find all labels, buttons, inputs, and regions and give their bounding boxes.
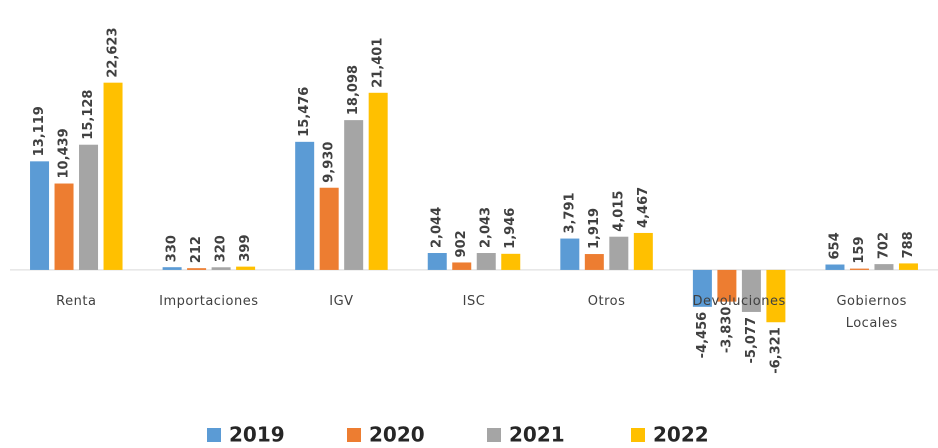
data-label: 3,791	[562, 192, 577, 233]
x-tick-label: Devoluciones	[692, 293, 786, 309]
bar	[898, 263, 918, 270]
legend-swatch	[487, 428, 501, 442]
data-label: 4,467	[636, 187, 651, 228]
data-label: 13,119	[32, 106, 47, 156]
data-label: -3,830	[719, 307, 734, 354]
bar	[633, 232, 653, 270]
data-label: 2,044	[430, 207, 445, 248]
bar	[849, 268, 869, 270]
legend-swatch	[207, 428, 221, 442]
bar	[79, 144, 99, 270]
bar	[692, 269, 712, 307]
x-tick-label: ISC	[462, 293, 486, 309]
legend-label: 2022	[653, 423, 709, 447]
bar	[103, 82, 123, 270]
data-label: 1,919	[587, 208, 602, 249]
x-tick-label: Gobiernos Locales	[836, 293, 907, 331]
bar	[717, 269, 737, 302]
bar	[766, 269, 786, 323]
x-tick-label: IGV	[329, 293, 354, 309]
bar	[236, 266, 256, 270]
bar	[427, 253, 447, 270]
data-label: 212	[189, 236, 204, 263]
bar	[368, 92, 388, 270]
bar	[211, 267, 231, 270]
legend-swatch	[347, 428, 361, 442]
data-label: 2,043	[479, 207, 494, 248]
bar	[584, 254, 604, 270]
bar	[344, 120, 364, 270]
bar	[187, 268, 207, 270]
bar	[30, 161, 50, 270]
data-label: 702	[876, 232, 891, 259]
bar	[609, 236, 629, 270]
data-label: 399	[238, 234, 253, 261]
data-label: -6,321	[768, 327, 783, 374]
data-label: 159	[852, 236, 867, 263]
data-label: 9,930	[322, 142, 337, 183]
legend-label: 2019	[229, 423, 285, 447]
data-label: 902	[454, 230, 469, 257]
data-label: 15,128	[81, 90, 96, 140]
data-label: 22,623	[106, 28, 121, 78]
bar	[741, 269, 761, 312]
bar	[162, 267, 182, 270]
data-label: 18,098	[346, 65, 361, 115]
bar	[560, 238, 580, 270]
data-label: -4,456	[695, 312, 710, 359]
data-label: 788	[901, 231, 916, 258]
bar	[319, 187, 339, 270]
bar	[501, 253, 521, 270]
bar	[825, 264, 845, 270]
data-label: 1,946	[503, 208, 518, 249]
legend-label: 2020	[369, 423, 425, 447]
x-tick-label: Otros	[587, 293, 626, 309]
data-label: 15,476	[297, 87, 312, 137]
data-label: -5,077	[744, 317, 759, 364]
data-label: 330	[165, 235, 180, 262]
data-label: 10,439	[57, 128, 72, 178]
data-label: 320	[214, 235, 229, 262]
data-label: 654	[827, 232, 842, 259]
data-label: 21,401	[371, 38, 386, 88]
data-label: 4,015	[611, 191, 626, 232]
x-tick-label: Importaciones	[159, 293, 259, 309]
bar	[54, 183, 74, 270]
legend-label: 2021	[509, 423, 565, 447]
bar	[874, 264, 894, 270]
bar	[295, 141, 315, 270]
bar	[476, 253, 496, 270]
legend-swatch	[631, 428, 645, 442]
x-tick-label: Renta	[56, 293, 97, 309]
bar	[452, 262, 472, 270]
